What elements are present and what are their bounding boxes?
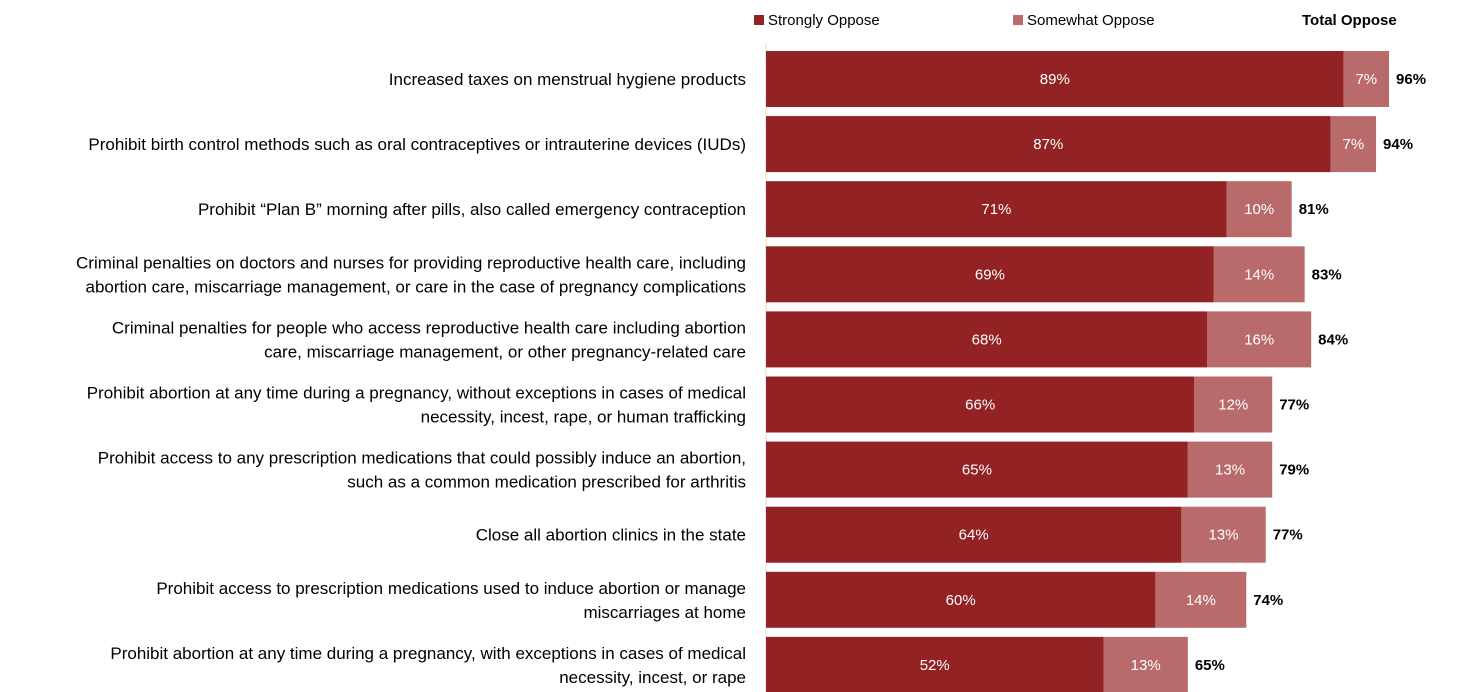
bar-strongly-oppose — [766, 246, 1214, 303]
total-label: 79% — [1279, 462, 1309, 479]
data-label: 71% — [981, 201, 1011, 218]
bar-somewhat-oppose — [1213, 246, 1305, 303]
total-label: 74% — [1253, 592, 1283, 609]
bars: Increased taxes on menstrual hygiene pro… — [76, 44, 1426, 692]
data-label: 13% — [1209, 527, 1239, 544]
data-label: 89% — [1040, 71, 1070, 88]
category-label: Prohibit “Plan B” morning after pills, a… — [198, 200, 746, 219]
category-label: Criminal penalties on doctors and nurses… — [76, 253, 746, 296]
data-label: 13% — [1131, 657, 1161, 674]
bar-somewhat-oppose — [1155, 571, 1247, 628]
bar-strongly-oppose — [766, 181, 1227, 238]
bar-strongly-oppose — [766, 636, 1104, 692]
bar-strongly-oppose — [766, 506, 1182, 563]
legend-swatch — [1013, 15, 1023, 25]
bar-strongly-oppose — [766, 311, 1208, 368]
data-label: 12% — [1218, 397, 1248, 414]
total-label: 65% — [1195, 657, 1225, 674]
data-label: 7% — [1355, 71, 1377, 88]
bar-somewhat-oppose — [1194, 376, 1273, 433]
bar-strongly-oppose — [766, 376, 1195, 433]
legend-entry: Somewhat Oppose — [1027, 12, 1155, 29]
category-label: Prohibit birth control methods such as o… — [88, 135, 746, 154]
category-label: Criminal penalties for people who access… — [112, 318, 746, 361]
data-label: 10% — [1244, 201, 1274, 218]
data-label: 87% — [1033, 136, 1063, 153]
data-label: 68% — [972, 331, 1002, 348]
data-label: 13% — [1215, 462, 1245, 479]
data-label: 64% — [959, 527, 989, 544]
category-label: Prohibit abortion at any time during a p… — [87, 384, 746, 427]
data-label: 69% — [975, 266, 1005, 283]
total-label: 96% — [1396, 71, 1426, 88]
total-label: 81% — [1299, 201, 1329, 218]
data-label: 14% — [1244, 266, 1274, 283]
legend-entry: Strongly Oppose — [768, 12, 880, 29]
category-label: Prohibit abortion at any time during a p… — [110, 644, 746, 687]
bar-strongly-oppose — [766, 571, 1156, 628]
bar-strongly-oppose — [766, 116, 1331, 173]
legend-swatch — [754, 15, 764, 25]
total-label: 77% — [1279, 397, 1309, 414]
data-label: 14% — [1186, 592, 1216, 609]
data-label: 66% — [965, 397, 995, 414]
total-label: 94% — [1383, 136, 1413, 153]
bar-somewhat-oppose — [1343, 51, 1390, 107]
data-label: 60% — [946, 592, 976, 609]
bar-somewhat-oppose — [1226, 181, 1292, 238]
total-label: 84% — [1318, 331, 1348, 348]
category-label: Prohibit access to prescription medicati… — [156, 579, 746, 622]
total-label: 83% — [1312, 266, 1342, 283]
legend: Strongly Oppose Somewhat Oppose Total Oppo… — [754, 12, 1397, 29]
bar-somewhat-oppose — [1103, 636, 1188, 692]
legend-total-title: Total Oppose — [1302, 12, 1397, 29]
data-label: 65% — [962, 462, 992, 479]
category-label: Close all abortion clinics in the state — [476, 526, 746, 545]
data-label: 7% — [1343, 136, 1365, 153]
category-label: Increased taxes on menstrual hygiene pro… — [389, 70, 746, 89]
bar-strongly-oppose — [766, 441, 1188, 498]
data-label: 16% — [1244, 331, 1274, 348]
bar-somewhat-oppose — [1207, 311, 1312, 368]
category-label: Prohibit access to any prescription medi… — [98, 449, 746, 492]
bar-somewhat-oppose — [1330, 116, 1377, 173]
data-label: 52% — [920, 657, 950, 674]
bar-somewhat-oppose — [1181, 506, 1266, 563]
bar-somewhat-oppose — [1187, 441, 1273, 498]
bar-strongly-oppose — [766, 51, 1344, 107]
total-label: 77% — [1273, 527, 1303, 544]
